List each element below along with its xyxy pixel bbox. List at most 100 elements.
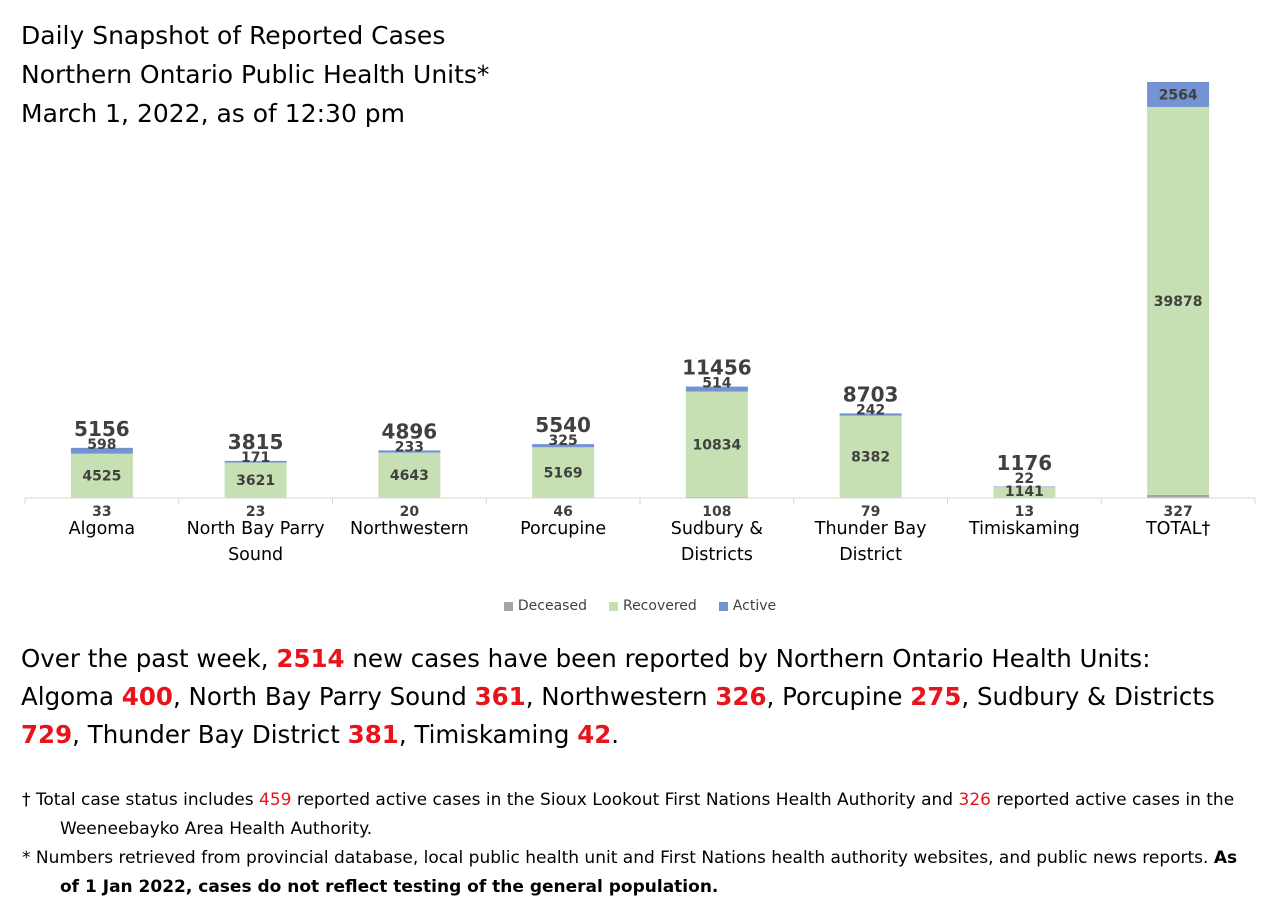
category-label: Sudbury & bbox=[671, 519, 764, 539]
bar-recovered bbox=[993, 486, 1056, 498]
total-label: 5156 bbox=[74, 417, 130, 441]
data-label-recovered: 5169 bbox=[544, 465, 583, 481]
bar-active bbox=[378, 450, 441, 453]
data-label-recovered: 3621 bbox=[236, 473, 275, 489]
bar-deceased bbox=[1147, 494, 1210, 498]
chart-legend: Deceased Recovered Active bbox=[0, 598, 1280, 614]
bar-recovered bbox=[532, 447, 595, 498]
category-label: Districts bbox=[681, 545, 753, 565]
summary-unit-value: 729 bbox=[21, 720, 73, 749]
category-label: Timiskaming bbox=[968, 519, 1080, 539]
legend-swatch-recovered bbox=[608, 601, 618, 611]
summary-intro: Over the past week, bbox=[21, 644, 277, 673]
data-label-recovered: 10834 bbox=[693, 437, 742, 453]
summary-intro-end: new cases have been reported by Northern… bbox=[344, 644, 1151, 673]
total-label: 3815 bbox=[228, 430, 284, 454]
legend-label-recovered: Recovered bbox=[622, 598, 697, 614]
title-line-2: Northern Ontario Public Health Units* bbox=[21, 60, 490, 89]
summary-separator: , bbox=[398, 720, 415, 749]
bar-deceased bbox=[685, 496, 748, 498]
weekly-summary: Over the past week, 2514 new cases have … bbox=[21, 640, 1271, 754]
summary-unit-value: 42 bbox=[577, 720, 612, 749]
bar-recovered bbox=[1147, 106, 1210, 495]
title-line-1: Daily Snapshot of Reported Cases bbox=[21, 21, 446, 50]
bar-active bbox=[532, 444, 595, 448]
summary-separator: , bbox=[525, 682, 542, 711]
data-label-active: 22 bbox=[1015, 471, 1034, 487]
summary-separator: , bbox=[172, 682, 189, 711]
data-label-active: 514 bbox=[702, 376, 731, 392]
category-label: Porcupine bbox=[520, 519, 606, 539]
data-label-recovered: 4525 bbox=[82, 469, 121, 485]
total-label: 4896 bbox=[382, 419, 438, 443]
bar-active bbox=[685, 386, 748, 392]
data-label-deceased: 46 bbox=[553, 504, 572, 520]
data-label-active: 2564 bbox=[1159, 87, 1198, 103]
summary-unit-value: 361 bbox=[474, 682, 526, 711]
dagger-text-c: reported active cases in the Weeneebayko… bbox=[60, 790, 1235, 839]
summary-separator: , bbox=[766, 682, 783, 711]
summary-separator: . bbox=[611, 720, 620, 749]
data-label-deceased: 13 bbox=[1015, 504, 1034, 520]
summary-unit-name: Sudbury & Districts bbox=[976, 682, 1215, 711]
legend-item-recovered: Recovered bbox=[608, 598, 697, 614]
bar-recovered bbox=[685, 391, 748, 497]
data-label-active: 233 bbox=[395, 439, 424, 455]
data-label-active: 242 bbox=[856, 402, 885, 418]
summary-units: Algoma 400, North Bay Parry Sound 361, N… bbox=[21, 682, 1215, 749]
chart-title: Daily Snapshot of Reported Cases Norther… bbox=[21, 16, 489, 133]
title-line-3: March 1, 2022, as of 12:30 pm bbox=[21, 99, 406, 128]
summary-unit-value: 381 bbox=[347, 720, 399, 749]
summary-separator: , bbox=[72, 720, 88, 749]
bar-active bbox=[839, 413, 902, 416]
bar-active bbox=[993, 486, 1056, 488]
data-label-deceased: 33 bbox=[92, 504, 111, 520]
category-label: Thunder Bay bbox=[814, 519, 927, 539]
dagger-text-a: † Total case status includes bbox=[22, 790, 259, 810]
total-label: 1176 bbox=[997, 451, 1053, 475]
stacked-bar-chart: 4525 598 33 5156 Algoma 3621 171 23 3815 North Ba… bbox=[24, 82, 1256, 565]
summary-unit-name: Thunder Bay District bbox=[87, 720, 348, 749]
summary-unit-value: 275 bbox=[910, 682, 962, 711]
data-label-active: 325 bbox=[549, 433, 578, 449]
category-label: Sound bbox=[228, 545, 283, 565]
summary-unit-name: Northwestern bbox=[541, 682, 716, 711]
footnotes: † Total case status includes 459 reporte… bbox=[22, 786, 1262, 902]
bar-active bbox=[1147, 82, 1210, 107]
summary-unit-value: 400 bbox=[121, 682, 173, 711]
summary-unit-name: Timiskaming bbox=[414, 720, 578, 749]
bar-active bbox=[224, 460, 287, 463]
summary-unit-value: 326 bbox=[715, 682, 767, 711]
star-bold-text: As of 1 Jan 2022, cases do not reflect t… bbox=[60, 848, 1238, 897]
legend-swatch-active bbox=[718, 601, 728, 611]
legend-item-deceased: Deceased bbox=[503, 598, 587, 614]
data-label-deceased: 79 bbox=[861, 504, 880, 520]
data-label-recovered: 8382 bbox=[851, 449, 890, 465]
summary-separator: , bbox=[961, 682, 977, 711]
dagger-number-2: 326 bbox=[958, 790, 991, 810]
legend-label-deceased: Deceased bbox=[517, 598, 587, 614]
bar-recovered bbox=[378, 452, 441, 498]
summary-unit-name: Porcupine bbox=[782, 682, 911, 711]
data-label-deceased: 327 bbox=[1164, 504, 1193, 520]
summary-unit-name: North Bay Parry Sound bbox=[188, 682, 475, 711]
total-label: 5540 bbox=[535, 413, 591, 437]
bar-recovered bbox=[224, 462, 287, 498]
data-label-active: 598 bbox=[87, 437, 116, 453]
legend-item-active: Active bbox=[718, 598, 777, 614]
data-label-deceased: 23 bbox=[246, 504, 265, 520]
dagger-number-1: 459 bbox=[259, 790, 292, 810]
legend-label-active: Active bbox=[732, 598, 777, 614]
data-label-deceased: 108 bbox=[702, 504, 731, 520]
summary-unit-name: Algoma bbox=[21, 682, 122, 711]
bar-recovered bbox=[70, 453, 133, 498]
summary-total-new: 2514 bbox=[276, 644, 345, 673]
category-label: District bbox=[839, 545, 902, 565]
bar-active bbox=[70, 447, 133, 454]
footnote-dagger: † Total case status includes 459 reporte… bbox=[22, 786, 1262, 844]
category-label: Northwestern bbox=[350, 519, 469, 539]
bar-recovered bbox=[839, 415, 902, 498]
data-label-recovered: 39878 bbox=[1154, 294, 1203, 310]
category-label: Algoma bbox=[69, 519, 135, 539]
star-text: * Numbers retrieved from provincial data… bbox=[22, 848, 1214, 868]
